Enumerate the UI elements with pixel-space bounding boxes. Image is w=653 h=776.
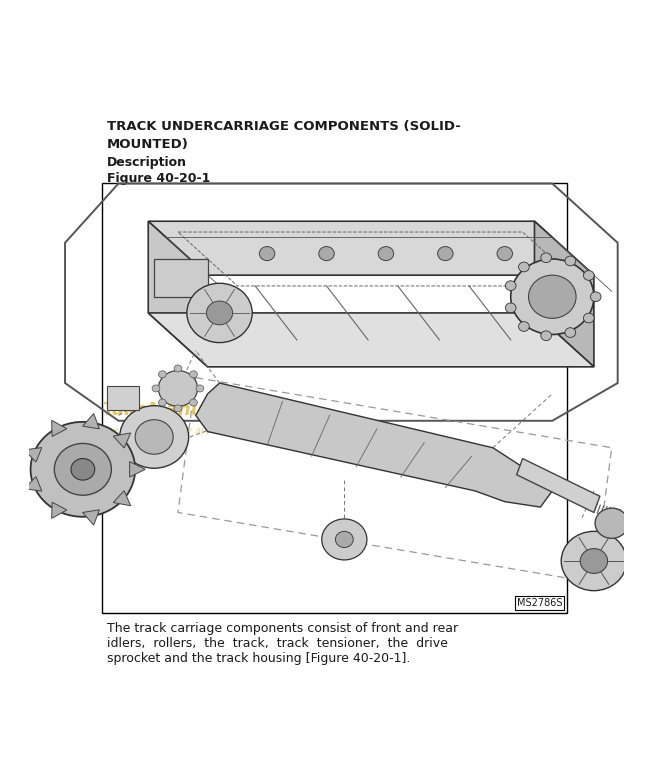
Text: Description: Description	[107, 156, 187, 169]
Circle shape	[187, 283, 252, 342]
Polygon shape	[52, 421, 67, 436]
Circle shape	[336, 532, 353, 548]
Circle shape	[31, 422, 135, 517]
Polygon shape	[534, 221, 594, 367]
Circle shape	[505, 303, 516, 313]
Circle shape	[119, 406, 189, 468]
Circle shape	[565, 327, 576, 338]
Circle shape	[152, 385, 160, 392]
Circle shape	[189, 399, 197, 406]
Text: MOUNTED): MOUNTED)	[107, 138, 189, 151]
Circle shape	[583, 271, 594, 280]
Circle shape	[378, 247, 394, 261]
Circle shape	[159, 371, 167, 378]
Circle shape	[541, 253, 552, 262]
Circle shape	[71, 459, 95, 480]
Circle shape	[518, 262, 529, 272]
Polygon shape	[148, 313, 594, 367]
Circle shape	[206, 301, 232, 325]
Polygon shape	[148, 221, 594, 275]
Polygon shape	[196, 383, 552, 507]
Circle shape	[583, 314, 594, 323]
Polygon shape	[52, 502, 67, 518]
Text: Figure 40-20-1: Figure 40-20-1	[107, 172, 210, 185]
Circle shape	[174, 405, 182, 412]
Circle shape	[159, 399, 167, 406]
Bar	[102, 183, 567, 613]
Text: TRACK UNDERCARRIAGE COMPONENTS (SOLID-: TRACK UNDERCARRIAGE COMPONENTS (SOLID-	[107, 120, 461, 133]
Text: TakeManual.com: TakeManual.com	[102, 401, 270, 419]
Polygon shape	[113, 433, 131, 448]
Circle shape	[497, 247, 513, 261]
Polygon shape	[148, 221, 208, 367]
Circle shape	[595, 508, 628, 539]
Circle shape	[259, 247, 275, 261]
Circle shape	[590, 292, 601, 302]
Polygon shape	[154, 259, 208, 296]
Circle shape	[528, 275, 576, 318]
Text: The watermark only appears on this first page: The watermark only appears on this first…	[102, 426, 311, 435]
Circle shape	[438, 247, 453, 261]
Circle shape	[158, 371, 198, 406]
Polygon shape	[517, 459, 600, 512]
Circle shape	[541, 331, 552, 341]
Circle shape	[581, 549, 607, 573]
Circle shape	[561, 532, 627, 591]
Circle shape	[565, 256, 576, 266]
Circle shape	[511, 259, 594, 334]
Circle shape	[189, 371, 197, 378]
Circle shape	[54, 443, 112, 495]
Circle shape	[505, 281, 516, 290]
Polygon shape	[83, 510, 99, 525]
Polygon shape	[24, 476, 42, 491]
Bar	[106, 386, 139, 410]
Text: MS2786S: MS2786S	[517, 598, 562, 608]
Text: The track carriage components consist of front and rear
idlers,  rollers,  the  : The track carriage components consist of…	[107, 622, 458, 665]
Circle shape	[518, 321, 529, 331]
Polygon shape	[83, 414, 99, 429]
Circle shape	[135, 420, 173, 454]
Polygon shape	[24, 448, 42, 462]
Circle shape	[319, 247, 334, 261]
Circle shape	[322, 519, 367, 560]
Polygon shape	[130, 462, 145, 477]
Polygon shape	[113, 490, 131, 506]
Circle shape	[196, 385, 204, 392]
Circle shape	[174, 365, 182, 372]
